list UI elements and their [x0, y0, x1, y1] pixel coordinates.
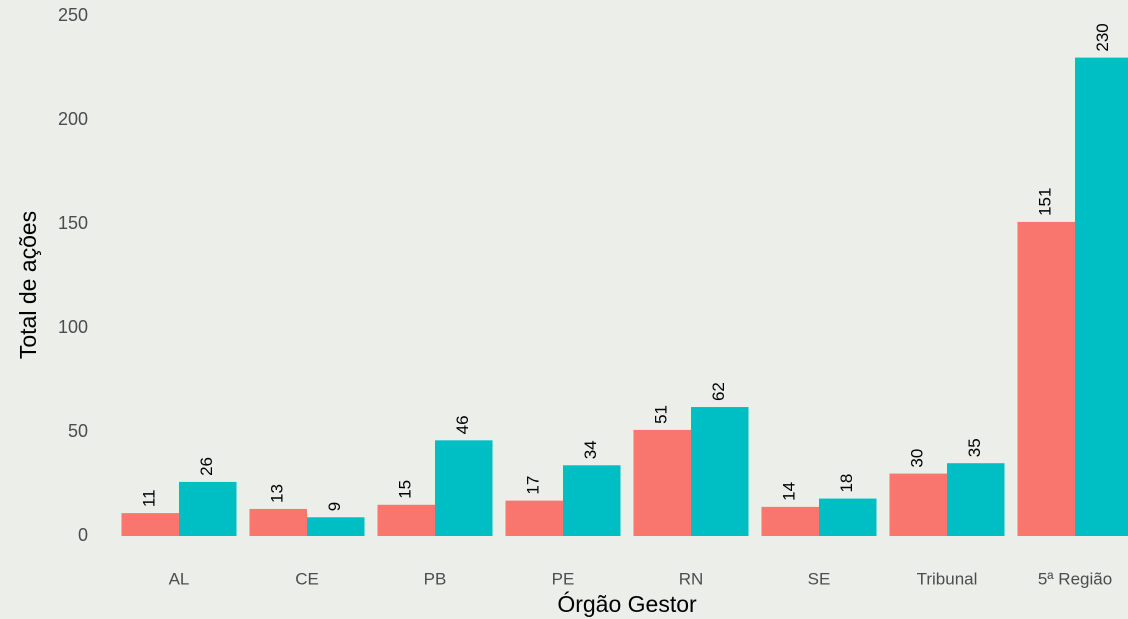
data-label: 18 — [837, 474, 856, 493]
bar — [947, 463, 1005, 536]
bar — [1075, 57, 1128, 536]
data-label: 17 — [524, 476, 543, 495]
data-label: 151 — [1036, 188, 1055, 216]
bar — [889, 473, 947, 536]
x-tick-label: 5ª Região — [1038, 569, 1112, 588]
bar — [505, 500, 563, 536]
x-tick-label: PE — [552, 569, 575, 588]
bar — [121, 513, 179, 536]
bar — [377, 504, 435, 536]
y-tick-label: 100 — [58, 317, 88, 337]
bar — [563, 465, 621, 536]
x-tick-label: RN — [679, 569, 704, 588]
y-tick-label: 200 — [58, 109, 88, 129]
data-label: 34 — [581, 440, 600, 459]
data-label: 46 — [453, 415, 472, 434]
data-label: 35 — [965, 438, 984, 457]
bar — [691, 407, 749, 536]
x-tick-label: Tribunal — [917, 569, 978, 588]
data-label: 230 — [1093, 23, 1112, 51]
bar — [1017, 221, 1075, 537]
bar — [819, 498, 877, 536]
bar — [307, 517, 365, 536]
x-axis-title: Órgão Gestor — [557, 591, 697, 617]
bar — [761, 506, 819, 536]
y-tick-label: 250 — [58, 5, 88, 25]
data-label: 14 — [780, 482, 799, 501]
bar — [435, 440, 493, 536]
data-label: 26 — [197, 457, 216, 476]
data-label: 62 — [709, 382, 728, 401]
data-label: 15 — [396, 480, 415, 499]
y-axis-title: Total de ações — [15, 211, 41, 359]
data-label: 51 — [652, 405, 671, 424]
data-label: 11 — [140, 489, 159, 507]
bar — [249, 508, 307, 536]
data-label: 13 — [268, 484, 287, 503]
x-tick-label: PB — [424, 569, 447, 588]
y-tick-label: 0 — [78, 525, 88, 545]
x-tick-label: AL — [169, 569, 190, 588]
data-label: 30 — [908, 449, 927, 468]
y-tick-label: 50 — [68, 421, 88, 441]
bar — [179, 481, 237, 536]
x-tick-label: SE — [808, 569, 831, 588]
y-tick-label: 150 — [58, 213, 88, 233]
bar — [633, 429, 691, 536]
x-tick-label: CE — [295, 569, 319, 588]
data-label: 9 — [325, 502, 344, 511]
